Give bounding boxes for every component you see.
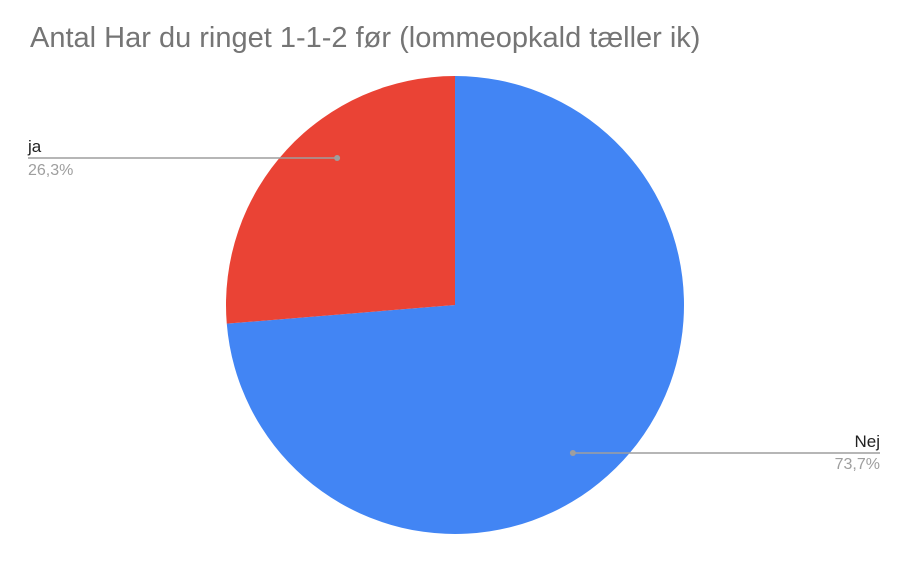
pie-slice-ja xyxy=(226,76,455,324)
slice-label-ja: ja xyxy=(27,137,42,156)
pie-slice-nej xyxy=(226,76,685,535)
callout-dot-ja xyxy=(334,155,341,161)
slice-label-nej: Nej xyxy=(854,432,880,451)
slice-percent-ja: 26,3% xyxy=(28,162,73,179)
slice-percent-nej: 73,7% xyxy=(835,456,880,473)
callout-dot-nej xyxy=(569,450,576,456)
chart-title: Antal Har du ringet 1-1-2 før (lommeopka… xyxy=(30,22,701,54)
